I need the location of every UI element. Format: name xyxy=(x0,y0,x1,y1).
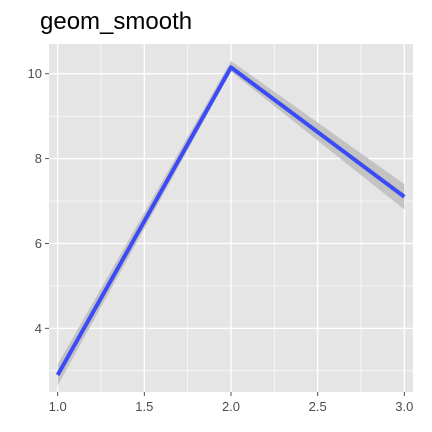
x-tick-label: 2.5 xyxy=(309,399,327,414)
y-tick-label: 4 xyxy=(35,321,42,336)
x-tick-label: 1.0 xyxy=(49,399,67,414)
x-tick-label: 3.0 xyxy=(395,399,413,414)
series-line xyxy=(55,65,406,377)
y-tick-label: 6 xyxy=(35,236,42,251)
chart-title: geom_smooth xyxy=(40,8,193,35)
y-tick-label: 8 xyxy=(35,151,42,166)
x-tick-label: 2.0 xyxy=(222,399,240,414)
x-tick-label: 1.5 xyxy=(135,399,153,414)
y-tick-label: 10 xyxy=(28,66,42,81)
